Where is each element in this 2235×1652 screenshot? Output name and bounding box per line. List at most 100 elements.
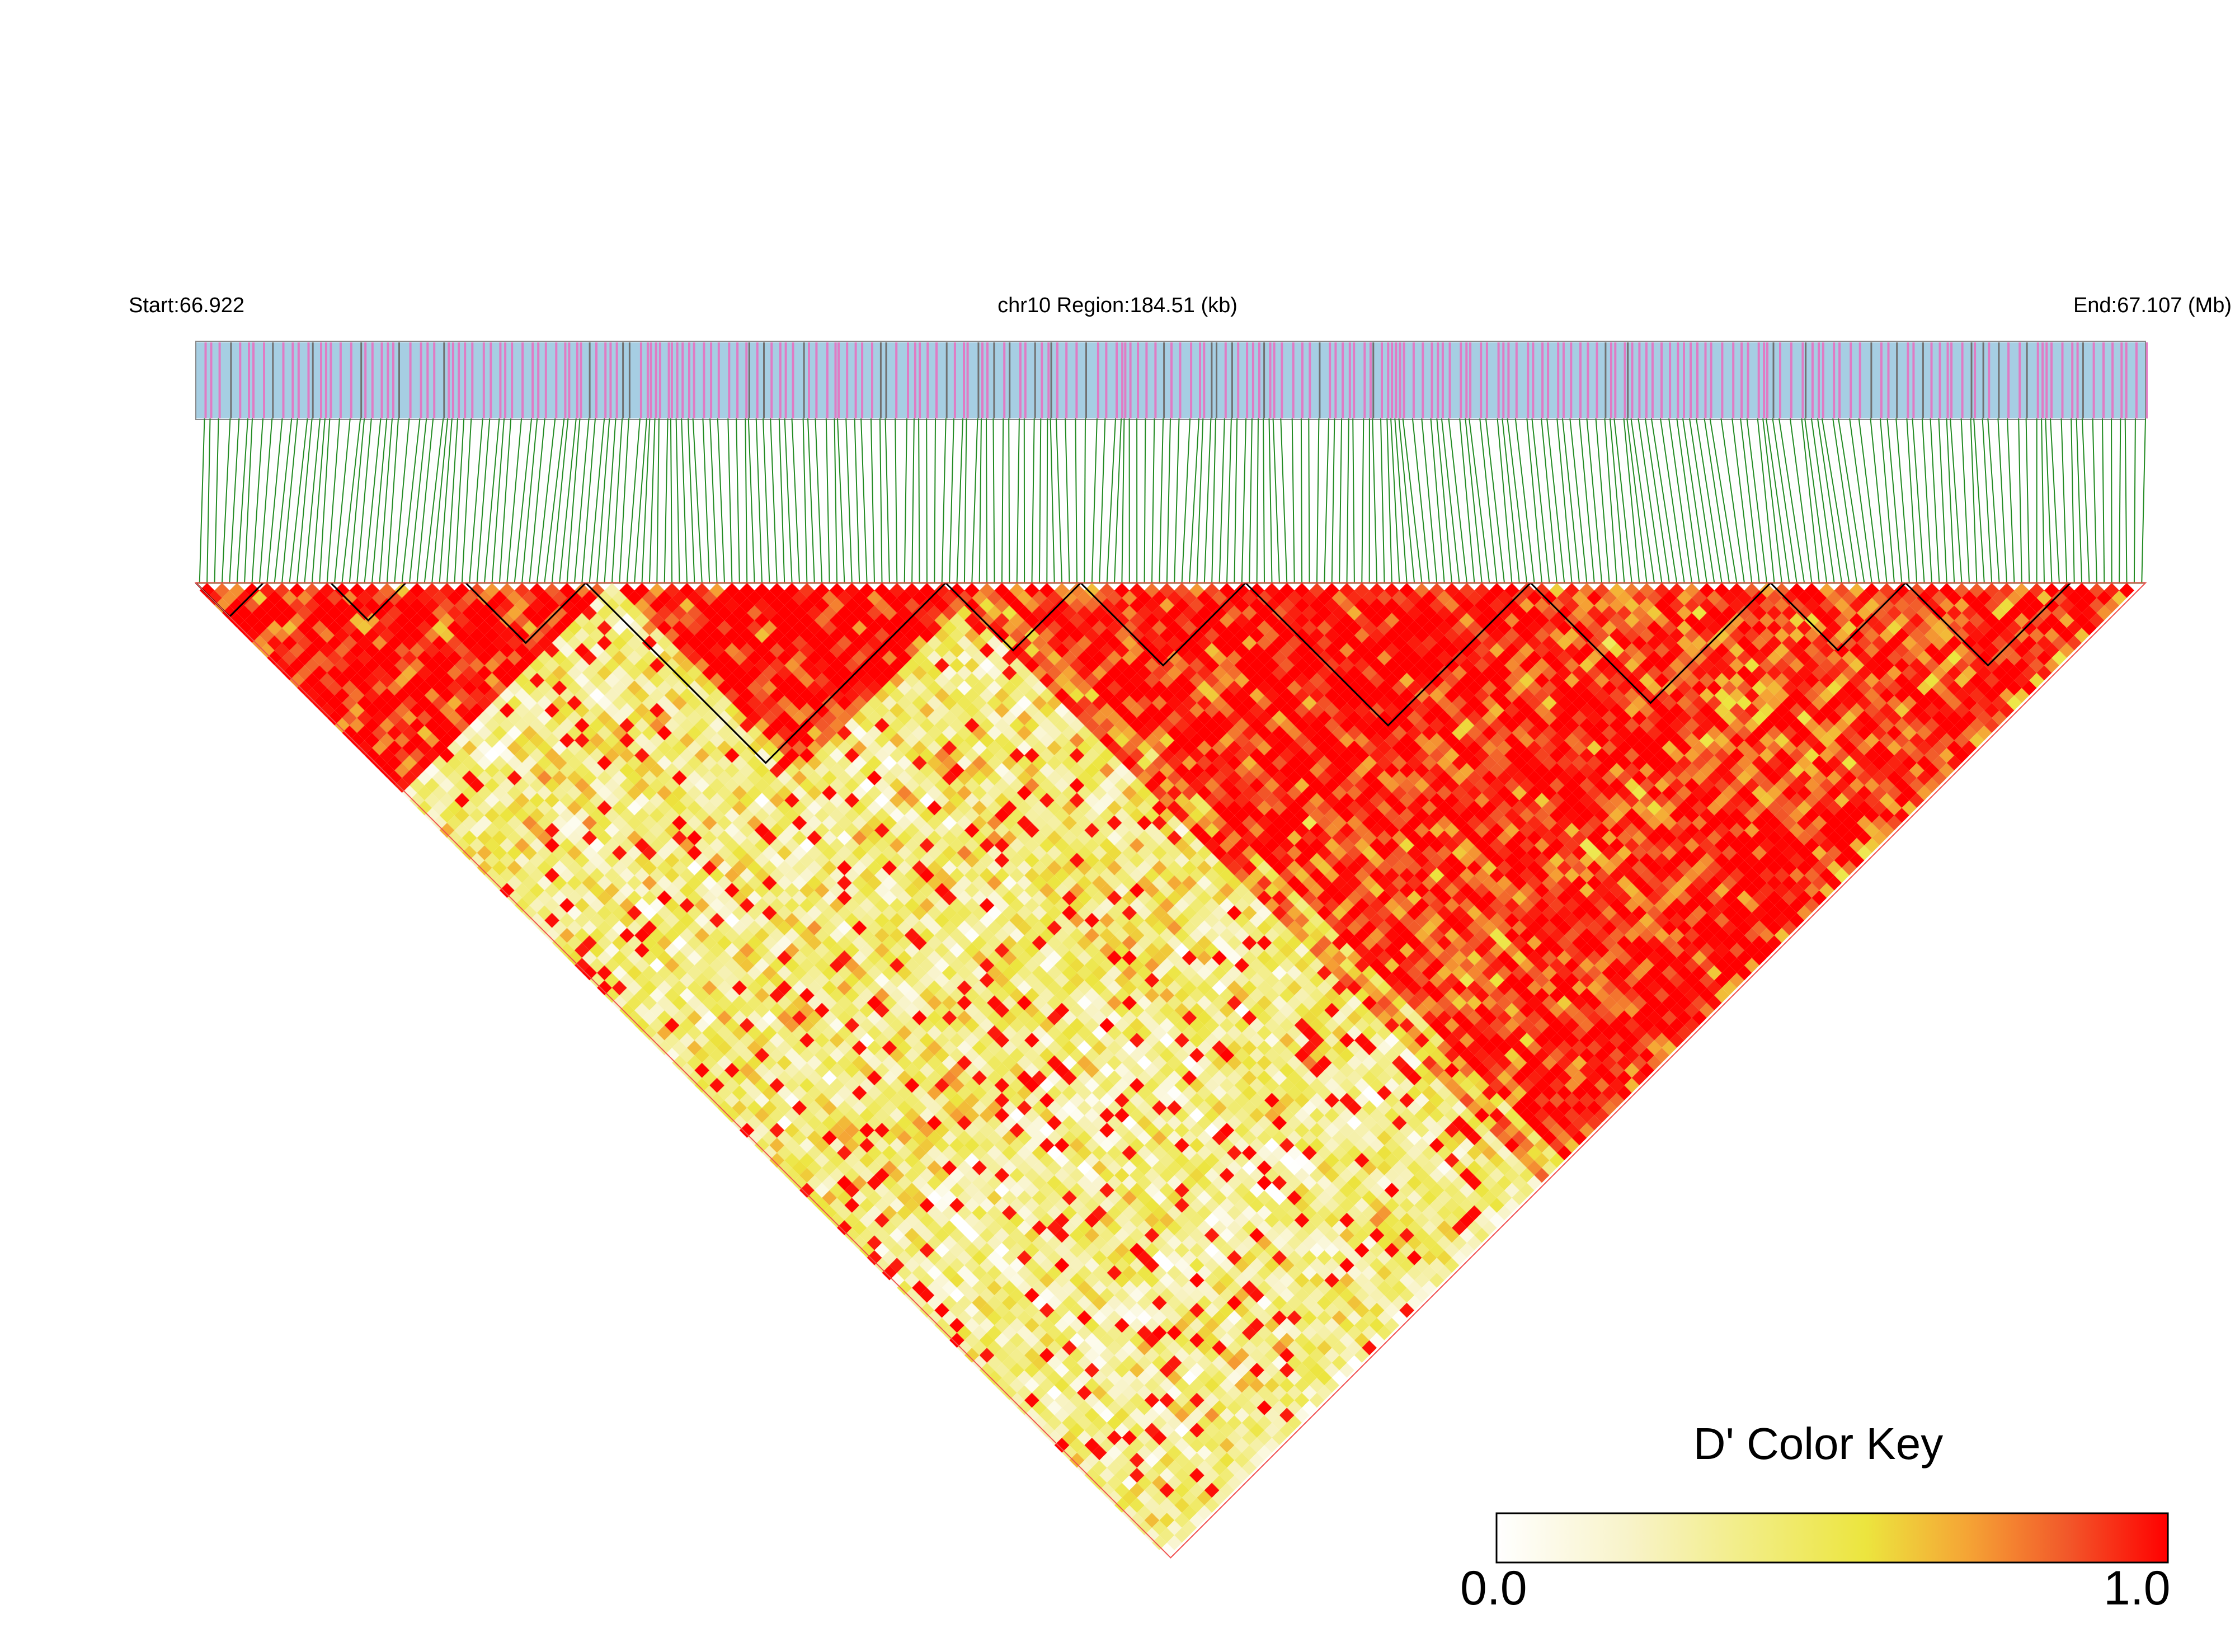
ld-cell	[410, 778, 425, 793]
ld-cell	[1054, 1317, 1070, 1333]
ld-cell	[642, 1010, 657, 1025]
ld-cell	[387, 665, 402, 681]
ld-cell	[837, 1220, 852, 1236]
snp-connector	[641, 418, 651, 583]
ld-cell	[874, 1062, 890, 1078]
ld-cell	[837, 1055, 852, 1071]
ld-cell	[462, 695, 477, 710]
ld-cell	[851, 1130, 867, 1146]
ld-cell	[454, 778, 470, 793]
ld-cell	[1077, 1325, 1092, 1340]
ld-cell	[312, 590, 327, 606]
ld-cell	[214, 597, 230, 613]
ld-cell	[582, 800, 597, 816]
ld-cell	[882, 1070, 897, 1086]
ld-cell	[372, 665, 387, 681]
snp-connector	[1346, 418, 1349, 583]
ld-cell	[747, 875, 762, 891]
ld-cell	[702, 875, 717, 891]
ld-cell	[724, 1048, 740, 1063]
snp-connector	[1394, 418, 1408, 583]
ld-cell	[897, 1160, 912, 1175]
snp-connector	[770, 418, 778, 583]
ld-cell	[559, 703, 575, 718]
ld-cell	[1227, 1370, 1242, 1386]
ld-cell	[851, 1010, 867, 1025]
ld-cell	[335, 583, 350, 598]
ld-cell	[611, 995, 627, 1010]
ld-cell	[342, 695, 357, 710]
ld-cell	[619, 822, 635, 838]
snp-marker	[482, 342, 485, 418]
ld-cell	[1032, 1160, 1047, 1175]
ld-cell	[1137, 1340, 1152, 1356]
ld-cell	[882, 1010, 897, 1025]
snp-marker	[1547, 342, 1550, 418]
ld-cell	[259, 613, 275, 628]
ld-cell	[837, 1025, 852, 1041]
ld-cell	[469, 643, 484, 658]
snp-connector	[1930, 418, 1940, 583]
ld-cell	[679, 973, 695, 988]
snp-marker	[1216, 342, 1217, 418]
snp-connector	[986, 418, 988, 583]
snp-marker	[658, 342, 661, 418]
snp-connector	[206, 418, 211, 583]
snp-connector	[895, 418, 898, 583]
snp-connector	[1879, 418, 1895, 583]
ld-cell	[567, 875, 582, 891]
snp-marker	[398, 342, 400, 418]
ld-cell	[694, 1062, 710, 1078]
ld-cell	[739, 987, 755, 1003]
ld-cell	[1264, 1423, 1279, 1438]
snp-connector	[2133, 418, 2136, 583]
ld-cell	[1166, 1355, 1182, 1371]
snp-connector	[304, 418, 321, 583]
ld-cell	[912, 1160, 927, 1175]
snp-connector	[747, 418, 755, 583]
snp-marker	[248, 342, 250, 418]
ld-cell	[979, 1302, 995, 1318]
ld-cell	[679, 808, 695, 823]
snp-marker	[1363, 342, 1366, 418]
ld-cell	[747, 1115, 762, 1131]
ld-cell	[402, 695, 417, 710]
ld-cell	[934, 1183, 950, 1198]
snp-connector	[1709, 418, 1738, 583]
snp-marker	[784, 342, 787, 418]
ld-cell	[987, 1190, 1002, 1206]
snp-marker	[1047, 342, 1050, 418]
ld-cell	[544, 928, 560, 943]
ld-cell	[912, 1145, 927, 1161]
ld-cell	[282, 605, 297, 620]
snp-marker	[622, 342, 624, 418]
ld-cell	[1091, 1430, 1107, 1446]
ld-cell	[424, 747, 440, 763]
ld-cell	[1204, 1452, 1220, 1468]
ld-cell	[934, 1288, 950, 1303]
ld-cell	[477, 815, 492, 831]
ld-cell	[972, 1265, 987, 1281]
ld-cell	[462, 680, 477, 696]
ld-cell	[687, 935, 702, 950]
ld-cell	[424, 733, 440, 748]
ld-cell	[874, 1077, 890, 1093]
ld-cell	[552, 695, 567, 710]
ld-cell	[867, 1160, 882, 1175]
ld-cell	[949, 1227, 964, 1243]
ld-cell	[604, 793, 620, 808]
snp-connector	[311, 418, 326, 583]
ld-cell	[454, 672, 470, 688]
snp-connector	[1211, 418, 1216, 583]
ld-cell	[1152, 1535, 1167, 1551]
ld-cell	[1107, 1295, 1122, 1311]
ld-cell	[972, 1160, 987, 1175]
ld-cell	[972, 1100, 987, 1116]
snp-marker	[1301, 342, 1304, 418]
ld-cell	[349, 613, 365, 628]
ld-cell	[267, 650, 283, 666]
ld-cell	[1099, 1273, 1114, 1288]
ld-cell	[1084, 1258, 1100, 1273]
ld-cell	[889, 1062, 905, 1078]
ld-cell	[349, 672, 365, 688]
